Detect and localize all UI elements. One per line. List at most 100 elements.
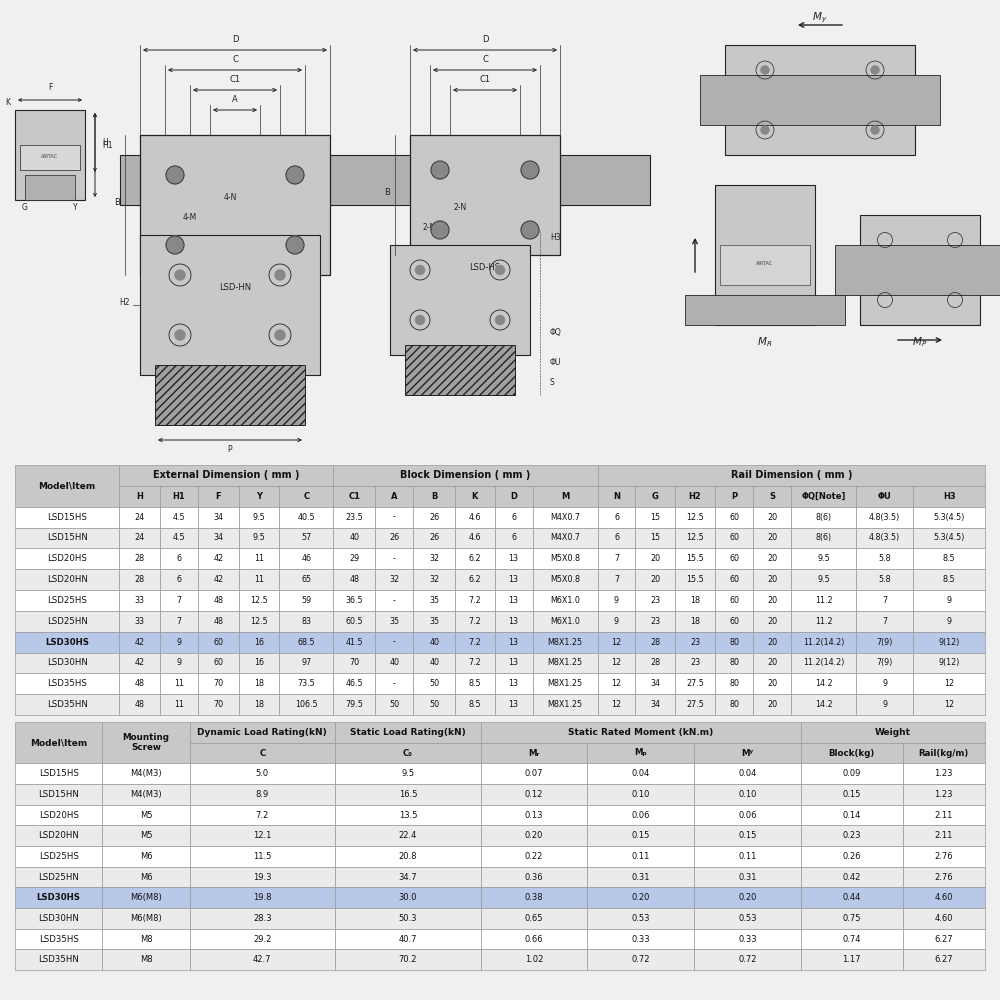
- Bar: [190, 763, 335, 784]
- Text: 29.2: 29.2: [253, 934, 272, 944]
- Bar: [333, 611, 375, 632]
- Bar: [15, 763, 102, 784]
- Text: 13: 13: [509, 679, 519, 688]
- Text: 13: 13: [509, 638, 519, 647]
- Bar: [753, 673, 791, 694]
- Text: K: K: [5, 98, 10, 107]
- Text: 0.10: 0.10: [738, 790, 757, 799]
- Bar: [239, 653, 279, 673]
- Text: 5.0: 5.0: [256, 769, 269, 778]
- Text: 4-N: 4-N: [223, 193, 237, 202]
- Bar: [160, 590, 198, 611]
- Bar: [239, 548, 279, 569]
- Bar: [120, 155, 650, 205]
- Text: C: C: [303, 492, 309, 501]
- Bar: [913, 590, 985, 611]
- Bar: [15, 694, 119, 715]
- Text: 7: 7: [614, 575, 619, 584]
- Circle shape: [496, 316, 505, 324]
- Text: 70: 70: [213, 700, 223, 709]
- Text: 4.60: 4.60: [935, 914, 953, 923]
- Bar: [598, 486, 635, 507]
- Bar: [239, 590, 279, 611]
- Text: LSD30HN: LSD30HN: [47, 658, 88, 667]
- Bar: [801, 908, 903, 929]
- Bar: [333, 694, 375, 715]
- Text: K: K: [472, 492, 478, 501]
- Bar: [25, 175, 75, 200]
- Text: 11.5: 11.5: [253, 852, 272, 861]
- Bar: [856, 673, 913, 694]
- Circle shape: [175, 330, 185, 340]
- Text: 40.7: 40.7: [399, 934, 417, 944]
- Bar: [598, 632, 635, 652]
- Text: 15: 15: [650, 513, 660, 522]
- Bar: [903, 805, 985, 825]
- Text: 15.5: 15.5: [686, 575, 704, 584]
- Text: M4(M3): M4(M3): [130, 790, 162, 799]
- Text: Y: Y: [256, 492, 262, 501]
- Bar: [160, 569, 198, 590]
- Text: 6.2: 6.2: [469, 575, 481, 584]
- Bar: [587, 743, 694, 763]
- Bar: [15, 611, 119, 632]
- Text: 7(9): 7(9): [877, 658, 893, 667]
- Bar: [279, 486, 333, 507]
- Text: 15: 15: [650, 533, 660, 542]
- Bar: [198, 611, 239, 632]
- Text: 6: 6: [176, 575, 181, 584]
- Text: -: -: [393, 554, 396, 563]
- Bar: [753, 590, 791, 611]
- Bar: [675, 632, 715, 652]
- Circle shape: [431, 221, 449, 239]
- Bar: [801, 867, 903, 887]
- Text: 48: 48: [213, 596, 223, 605]
- Bar: [15, 929, 102, 949]
- Text: 20: 20: [650, 575, 660, 584]
- Text: 4.8(3.5): 4.8(3.5): [869, 533, 900, 542]
- Text: 2.11: 2.11: [935, 810, 953, 820]
- Text: B: B: [114, 198, 120, 207]
- Text: Model\Item: Model\Item: [39, 481, 96, 490]
- Text: 0.11: 0.11: [738, 852, 757, 861]
- Bar: [856, 486, 913, 507]
- Text: 42: 42: [213, 575, 223, 584]
- Bar: [753, 548, 791, 569]
- Bar: [198, 507, 239, 528]
- Text: 4.60: 4.60: [935, 893, 953, 902]
- Bar: [190, 825, 335, 846]
- Bar: [791, 507, 856, 528]
- Text: 20: 20: [767, 638, 777, 647]
- Text: P: P: [228, 446, 232, 454]
- Text: 40: 40: [429, 638, 439, 647]
- Bar: [333, 486, 375, 507]
- Text: 20: 20: [767, 658, 777, 667]
- Bar: [15, 569, 119, 590]
- Bar: [375, 548, 413, 569]
- Bar: [753, 569, 791, 590]
- Bar: [533, 569, 598, 590]
- Text: 68.5: 68.5: [297, 638, 315, 647]
- Text: 11.2(14.2): 11.2(14.2): [803, 658, 844, 667]
- Bar: [140, 235, 320, 375]
- Text: 70.2: 70.2: [399, 955, 417, 964]
- Text: Mₚ: Mₚ: [634, 748, 647, 758]
- Bar: [715, 673, 753, 694]
- Bar: [190, 887, 335, 908]
- Bar: [913, 673, 985, 694]
- Bar: [335, 908, 481, 929]
- Text: 9: 9: [614, 596, 619, 605]
- Text: 80: 80: [729, 700, 739, 709]
- Bar: [675, 528, 715, 548]
- Bar: [160, 611, 198, 632]
- Text: 0.20: 0.20: [738, 893, 757, 902]
- Text: 80: 80: [729, 638, 739, 647]
- Bar: [694, 846, 801, 867]
- Text: 9: 9: [882, 700, 887, 709]
- Bar: [481, 722, 801, 743]
- Bar: [587, 763, 694, 784]
- Bar: [913, 548, 985, 569]
- Text: 11: 11: [254, 554, 264, 563]
- Bar: [587, 908, 694, 929]
- Text: 12.5: 12.5: [250, 617, 268, 626]
